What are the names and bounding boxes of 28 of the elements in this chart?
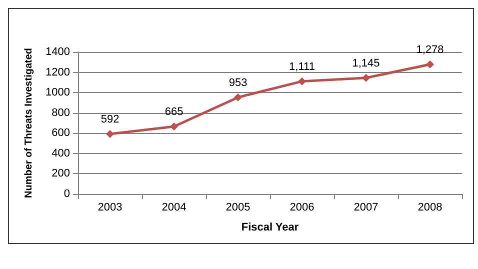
data-label: 1,111 [289, 60, 315, 73]
x-tick-label: 2003 [98, 202, 122, 214]
data-label: 1,145 [352, 57, 380, 70]
x-tick-label: 2007 [354, 202, 378, 214]
point [298, 77, 306, 86]
x-tick-label: 2006 [290, 202, 314, 214]
point [170, 122, 178, 131]
point [106, 130, 114, 138]
y-tick-label: 1000 [46, 86, 70, 99]
y-tick-label: 600 [52, 127, 70, 140]
point [362, 74, 370, 82]
y-tick-label: 0 [64, 188, 70, 200]
y-tick-label: 1400 [46, 46, 70, 58]
x-axis-title: Fiscal Year [241, 222, 300, 234]
data-label: 665 [164, 106, 184, 118]
data-label: 592 [100, 113, 120, 126]
x-tick-label: 2008 [418, 202, 442, 214]
y-axis-title: Number of Threats Investigated [24, 48, 34, 198]
x-tick-label: 2004 [162, 202, 186, 214]
y-tick-label: 1200 [46, 66, 70, 78]
point [234, 93, 242, 102]
y-tick-label: 400 [52, 147, 70, 160]
data-label: 953 [228, 76, 248, 89]
point [426, 60, 434, 68]
data-label: 1,278 [416, 44, 444, 56]
y-tick-label: 200 [52, 168, 70, 180]
y-tick-label: 800 [52, 106, 70, 119]
x-tick-label: 2005 [226, 202, 250, 214]
